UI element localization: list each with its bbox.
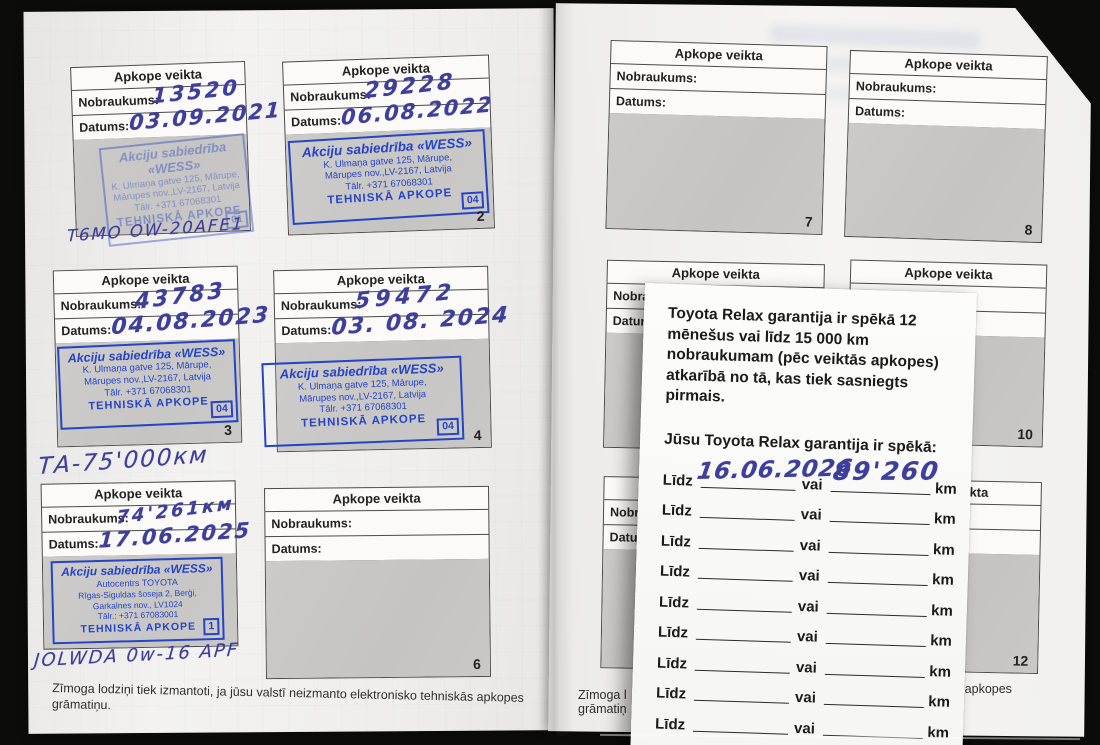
- mileage-label: Nobraukums:: [280, 297, 362, 314]
- wess-stamp: Akciju sabiedrība «WESS» K. Ulmaņa gatve…: [287, 129, 490, 226]
- mileage-label: Nobraukums:: [78, 93, 160, 110]
- lidz-label: Līdz: [662, 471, 694, 490]
- date-blank-line: [693, 689, 790, 704]
- service-cell-5: Apkope veikta Nobraukums: 74'261км Datum…: [40, 480, 252, 650]
- cell-number: 4: [473, 426, 482, 444]
- km-blank-line: [829, 510, 931, 526]
- km-blank-line: [823, 693, 925, 709]
- warranty-date-handwritten: 16.06.2026: [695, 455, 855, 485]
- stamp-windows-note-fragment: Zīmoga l: [578, 688, 627, 702]
- service-cell-1: Apkope veikta Nobraukums: 13520 Datums: …: [67, 60, 282, 247]
- stamp-area: Akciju sabiedrība «WESS» K. Ulmaņa gatve…: [261, 338, 491, 452]
- date-row: Datums:: [265, 534, 489, 563]
- cell-number: 2: [476, 207, 485, 224]
- cell-header: Apkope veikta: [265, 486, 489, 513]
- date-label: Datums:: [78, 119, 130, 135]
- cell-number: 8: [1024, 221, 1033, 238]
- date-blank-line: [696, 598, 793, 613]
- km-blank-line: [828, 541, 930, 556]
- date-label: Datums:: [61, 322, 112, 339]
- date-label: Datums:: [290, 113, 342, 130]
- mileage-label: Nobraukums:: [616, 69, 698, 86]
- stamp-area: 8: [845, 122, 1045, 243]
- km-blank-line: [825, 632, 927, 648]
- stamp-area: 7: [606, 113, 825, 234]
- stamp-area: Akciju sabiedrība «WESS» K. Ulmaņa gatve…: [285, 127, 494, 235]
- stamp-code-box: 04: [210, 400, 234, 419]
- cell-number: 3: [223, 421, 233, 439]
- date-label: Datums:: [854, 104, 906, 120]
- stamp-area: Akciju sabiedrība «WESS» Autocentrs TOYO…: [42, 553, 238, 649]
- date-blank-line: [695, 628, 792, 643]
- km-blank-line: [824, 663, 926, 678]
- mileage-label: Nobraukums:: [271, 516, 353, 532]
- page-crease: [538, 4, 574, 736]
- service-cell-2: Apkope veikta Nobraukums: 29228 Datums: …: [282, 54, 495, 236]
- date-blank-line: [694, 659, 791, 674]
- wess-stamp: Akciju sabiedrība «WESS» K. Ulmaņa gatve…: [261, 355, 465, 447]
- stamp-code-box: 04: [436, 417, 460, 436]
- wess-stamp: Akciju sabiedrība «WESS» K. Ulmaņa gatve…: [57, 339, 239, 430]
- service-cell-7: Apkope veikta Nobraukums: Datums: 7: [605, 40, 828, 235]
- km-blank-line: [826, 602, 928, 617]
- date-blank-line: [692, 720, 789, 735]
- cell-number: 7: [804, 213, 813, 230]
- km-blank-line: [827, 571, 929, 587]
- date-label: Datums:: [615, 94, 667, 110]
- service-cell-4: Apkope veikta Nobraukums: 59472 Datums: …: [261, 265, 510, 453]
- cell-number: 6: [472, 655, 481, 673]
- stamp-windows-note-fragment: grāmatiņ: [578, 702, 627, 716]
- mileage-label: Nobraukums:: [290, 87, 372, 105]
- mileage-label: Nobraukums:: [60, 297, 142, 314]
- service-cell-6: Apkope veikta Nobraukums: Datums: 6: [264, 485, 491, 680]
- date-label: Datums:: [281, 323, 332, 339]
- service-cell-8: Apkope veikta Nobraukums: Datums: 8: [844, 49, 1048, 244]
- stamp-code-box: 1: [203, 617, 220, 636]
- mileage-row: Nobraukums:: [265, 509, 489, 538]
- date-blank-line: [698, 537, 794, 552]
- stamp-area: Akciju sabiedrība «WESS» K. Ulmaņa gatve…: [55, 338, 242, 447]
- date-label: Datums:: [48, 536, 99, 552]
- stamp-area: 6: [265, 558, 490, 679]
- mileage-label: Nobraukums:: [855, 79, 937, 96]
- date-blank-line: [699, 506, 795, 521]
- date-blank-line: [697, 567, 794, 582]
- cell-number: 10: [1017, 425, 1034, 443]
- date-label: Datums:: [271, 541, 322, 557]
- wess-toyota-stamp: Akciju sabiedrība «WESS» Autocentrs TOYO…: [50, 556, 225, 645]
- cell-number: 12: [1012, 652, 1029, 669]
- relax-warranty-heading: Jūsu Toyota Relax garantija ir spēkā:: [663, 430, 938, 457]
- warranty-km-handwritten: 89'260: [831, 456, 942, 486]
- service-cell-3: Apkope veikta Nobraukums: 43783 Datums: …: [52, 265, 271, 448]
- relax-warranty-text: Toyota Relax garantija ir spēkā 12 mēneš…: [665, 304, 940, 406]
- toyota-relax-card: Toyota Relax garantija ir spēkā 12 mēneš…: [630, 283, 977, 745]
